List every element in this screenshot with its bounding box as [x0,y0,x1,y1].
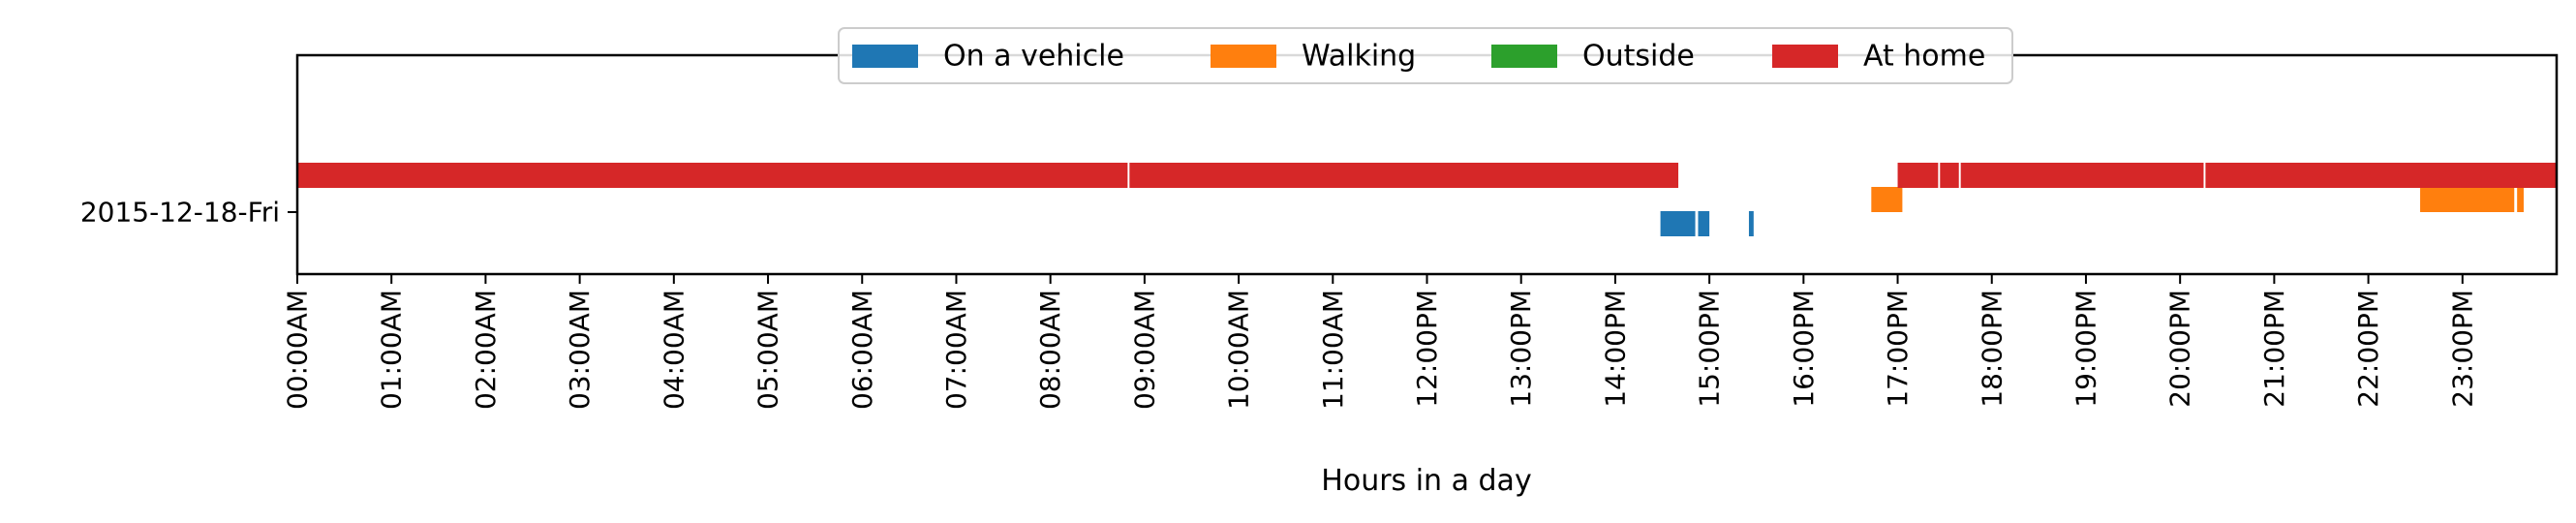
x-axis-label: Hours in a day [1321,464,1531,498]
bar-at-home-4 [1960,163,2204,188]
x-tick-label-18: 18:00PM [1976,290,2008,408]
x-tick-label-17: 17:00PM [1882,290,1914,408]
bar-at-home-0 [297,163,1128,188]
x-tick-label-8: 08:00AM [1034,290,1066,410]
x-tick-label-15: 15:00PM [1694,290,1726,408]
legend-label-outside: Outside [1582,40,1695,74]
bars-layer [297,163,2557,236]
x-tick-label-13: 13:00PM [1505,290,1537,408]
bar-on-a-vehicle-1 [1698,211,1710,236]
x-tick-label-2: 02:00AM [470,290,502,410]
x-tick-label-16: 16:00PM [1788,290,1820,408]
bar-walking-1 [2420,187,2515,212]
legend-frame [838,27,2013,84]
y-category-label: 2015-12-18-Fri [80,197,280,229]
legend-swatch-on-a-vehicle [852,45,918,68]
bar-on-a-vehicle-2 [1748,211,1754,236]
bar-walking-0 [1871,187,1903,212]
legend-label-walking: Walking [1302,40,1416,74]
x-tick-label-7: 07:00AM [940,290,972,410]
x-tick-label-19: 19:00PM [2070,290,2101,408]
legend-swatch-outside [1491,45,1557,68]
legend-items: On a vehicle Walking Outside At home [852,40,1985,74]
x-tick-label-20: 20:00PM [2164,290,2196,408]
legend-swatch-walking [1211,45,1276,68]
legend-label-at-home: At home [1863,40,1985,74]
legend-swatch-at-home [1772,45,1838,68]
x-tick-label-5: 05:00AM [752,290,784,410]
x-tick-label-3: 03:00AM [564,290,596,410]
axes-layer: 00:00AM 01:00AM 02:00AM 03:00AM 04:00AM 05:00… [80,197,2478,411]
x-tick-label-12: 12:00PM [1411,290,1443,408]
legend: On a vehicle Walking Outside At home [838,27,2013,84]
x-tick-label-14: 14:00PM [1599,290,1631,408]
legend-label-on-a-vehicle: On a vehicle [943,40,1124,74]
x-tick-label-11: 11:00AM [1317,290,1349,410]
bar-at-home-1 [1129,163,1679,188]
x-tick-label-21: 21:00PM [2258,290,2290,408]
bar-at-home-2 [1897,163,1939,188]
x-tick-label-23: 23:00PM [2446,290,2478,408]
x-tick-label-1: 01:00AM [376,290,408,410]
x-tick-label-9: 09:00AM [1128,290,1160,410]
x-tick-label-0: 00:00AM [282,290,314,410]
bar-at-home-5 [2205,163,2557,188]
x-tick-label-6: 06:00AM [846,290,878,410]
bar-on-a-vehicle-0 [1660,211,1696,236]
x-tick-label-4: 04:00AM [658,290,690,410]
x-tick-label-22: 22:00PM [2352,290,2384,408]
bar-at-home-3 [1940,163,1959,188]
x-tick-label-10: 10:00AM [1223,290,1255,410]
bar-walking-2 [2517,187,2524,212]
